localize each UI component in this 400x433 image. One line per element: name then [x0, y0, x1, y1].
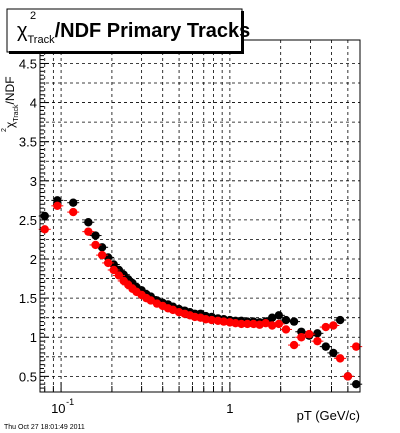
data-point — [237, 319, 246, 329]
x-axis-title: pT (GeV/c) — [297, 408, 360, 423]
y-tick-labels: 0.5 1 1.5 2 2.5 3 3.5 4 4.5 — [19, 56, 37, 384]
data-point — [289, 317, 299, 326]
svg-text:χTrack/NDF Primary Tracks: χTrack/NDF Primary Tracks — [17, 20, 250, 46]
data-point — [321, 322, 330, 332]
data-series — [38, 196, 363, 389]
y-tick-label: 3 — [30, 174, 37, 189]
data-point — [219, 317, 228, 326]
data-point — [69, 207, 78, 217]
title-chi: χ — [17, 20, 28, 42]
data-point — [97, 250, 107, 260]
y-axis-title-chi: χ — [3, 121, 17, 128]
x-tick-label-base: 10 — [51, 401, 65, 416]
y-tick-label: 1 — [30, 330, 37, 345]
data-point — [351, 379, 361, 389]
title-box: χTrack/NDF Primary Tracks 2 — [6, 8, 250, 54]
data-point — [329, 321, 338, 330]
data-point — [274, 319, 284, 329]
data-point — [146, 296, 156, 305]
y-axis-title: χTrack/NDF 2 — [1, 76, 20, 132]
data-point — [351, 342, 361, 351]
x-tick-label-exponent: -1 — [66, 397, 74, 407]
data-point — [84, 227, 93, 236]
data-point — [329, 348, 338, 358]
data-point — [91, 231, 100, 240]
data-point — [267, 321, 277, 330]
data-point — [40, 225, 49, 234]
y-tick-label: 3.5 — [19, 135, 37, 150]
data-point — [281, 315, 291, 325]
y-tick-label: 2.5 — [19, 213, 37, 228]
plot-frame — [39, 39, 361, 393]
data-point — [109, 265, 118, 275]
data-point — [289, 340, 299, 350]
y-tick-label: 4.5 — [19, 56, 37, 71]
y-axis-title-sub: Track — [13, 104, 20, 122]
data-point — [343, 372, 353, 381]
title-sup: 2 — [30, 10, 36, 22]
data-point — [53, 201, 62, 211]
data-point — [274, 311, 284, 320]
data-point — [313, 329, 322, 338]
y-tick-label: 0.5 — [19, 369, 37, 384]
data-point — [297, 333, 306, 342]
data-point — [84, 218, 93, 227]
data-point — [304, 329, 314, 339]
y-axis-title-sup: 2 — [1, 128, 8, 132]
y-tick-label: 4 — [30, 96, 37, 111]
x-tick-label: 1 — [226, 401, 233, 416]
x-tick-labels: 10 -1 1 — [51, 397, 233, 416]
data-point — [249, 319, 258, 329]
data-point — [335, 354, 345, 363]
data-point — [313, 336, 322, 346]
y-tick-label: 1.5 — [19, 291, 37, 306]
data-point — [321, 342, 330, 351]
data-point — [91, 240, 100, 250]
data-point — [103, 258, 113, 268]
axis-ticks — [40, 43, 349, 392]
svg-text:χTrack/NDF: χTrack/NDF — [3, 76, 20, 128]
data-point — [335, 315, 345, 325]
series-1 — [38, 201, 363, 381]
title-rest: /NDF Primary Tracks — [55, 20, 251, 42]
data-point — [207, 315, 216, 325]
title-sub: Track — [28, 34, 56, 46]
data-point — [114, 271, 124, 280]
data-point — [69, 198, 78, 207]
data-point — [281, 325, 291, 334]
data-point — [40, 211, 49, 221]
y-tick-label: 2 — [30, 252, 37, 267]
timestamp: Thu Oct 27 18:01:49 2011 — [4, 424, 85, 431]
y-axis-title-rest: /NDF — [3, 76, 17, 104]
data-point — [243, 319, 252, 329]
